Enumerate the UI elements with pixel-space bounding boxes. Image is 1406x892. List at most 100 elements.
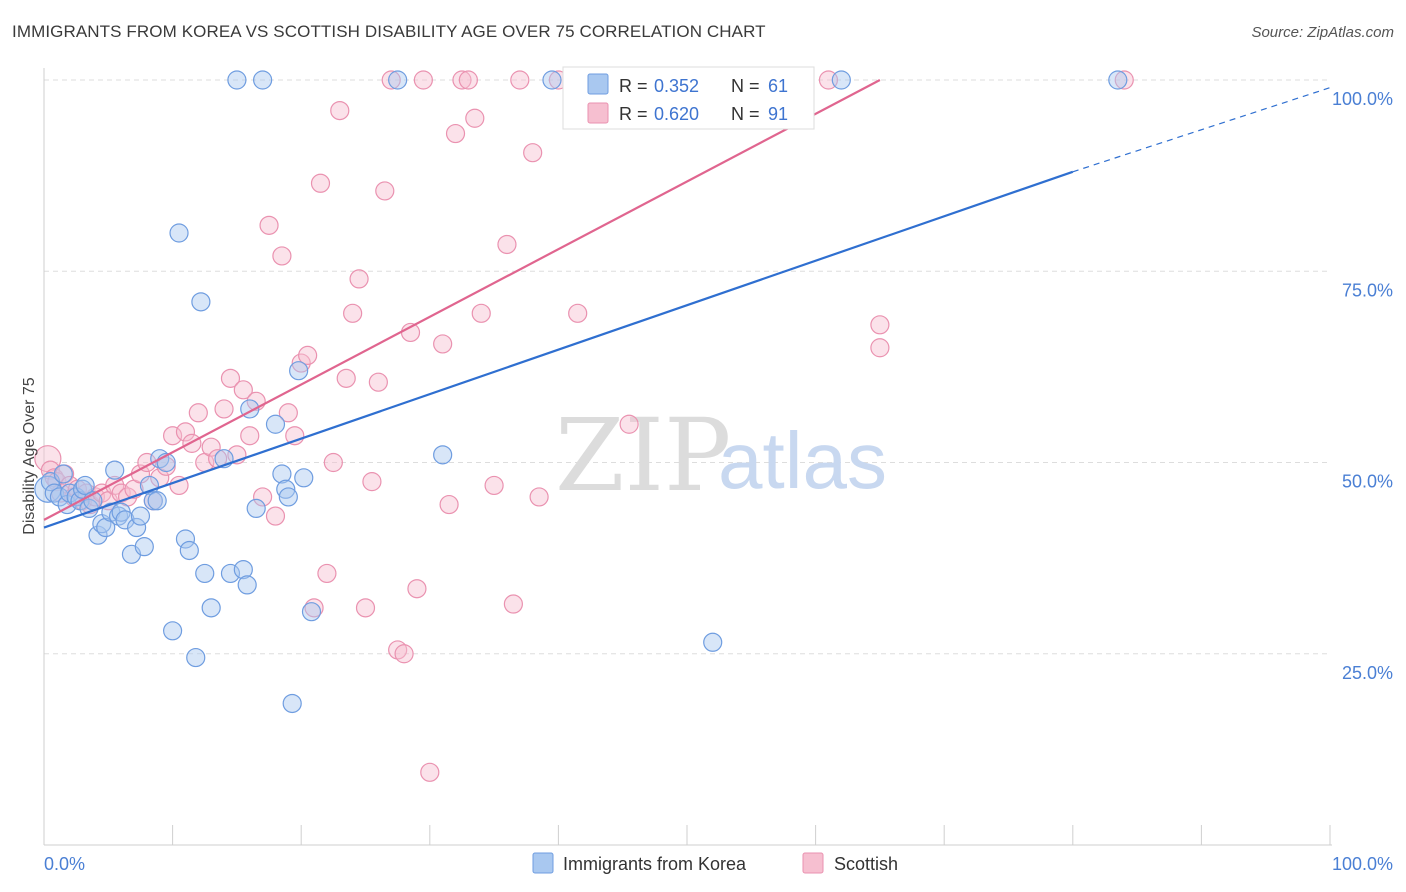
korea-point-36 — [195, 563, 215, 584]
trend-lines — [43, 79, 1331, 529]
korea-point-59 — [831, 70, 851, 90]
korea-point-2 — [44, 483, 64, 503]
legend-swatch-scottish — [802, 852, 824, 874]
x-tick-label-min: 0.0% — [44, 854, 85, 874]
legend-label-scottish: Scottish — [834, 854, 898, 874]
x-tick-marks — [43, 825, 1331, 845]
scottish-point-70 — [465, 108, 485, 128]
scottish-point-89 — [870, 338, 890, 358]
scottish-point-47 — [310, 173, 331, 193]
scottish-point-71 — [471, 303, 491, 323]
stats-r-label-blue: R = — [619, 76, 648, 96]
korea-point-45 — [253, 70, 273, 90]
scottish-point-30 — [201, 437, 221, 457]
korea-point-48 — [276, 479, 296, 499]
stats-swatch-pink — [587, 102, 609, 124]
korea-point-34 — [186, 647, 206, 668]
scottish-point-79 — [568, 303, 588, 323]
korea-point-55 — [433, 445, 453, 465]
korea-point-44 — [246, 498, 266, 518]
y-tick-label-50: 50.0% — [1342, 472, 1393, 492]
korea-point-32 — [175, 529, 196, 549]
watermark-atlas: atlas — [718, 416, 887, 505]
korea-point-47 — [272, 464, 292, 484]
stats-swatch-blue — [587, 73, 609, 95]
scottish-point-62 — [407, 579, 427, 599]
korea-point-15 — [96, 517, 116, 538]
watermark-zip: ZIP — [555, 397, 731, 514]
korea-point-20 — [115, 510, 135, 530]
scottish-point-33 — [220, 368, 241, 388]
korea-point-33 — [179, 540, 199, 561]
scottish-point-44 — [291, 353, 311, 373]
y-tick-label-75: 75.0% — [1342, 280, 1393, 300]
scottish-point-53 — [349, 269, 369, 289]
korea-point-52 — [294, 468, 314, 488]
series-legend: Immigrants from Korea Scottish — [532, 852, 898, 874]
stats-n-value-pink: 91 — [768, 104, 788, 124]
scottish-trend-line — [43, 79, 881, 521]
scottish-point-57 — [375, 181, 395, 201]
scottish-point-25 — [169, 475, 189, 496]
scottish-point-50 — [330, 100, 350, 121]
korea-point-60 — [1108, 70, 1128, 90]
korea-point-37 — [201, 598, 221, 618]
scottish-point-28 — [188, 403, 208, 423]
scottish-point-68 — [452, 70, 472, 90]
scottish-point-90 — [1114, 70, 1134, 90]
scottish-point-66 — [439, 494, 459, 515]
scottish-point-49 — [323, 452, 343, 473]
scottish-point-64 — [420, 762, 440, 782]
scottish-point-35 — [233, 380, 253, 400]
scottish-point-40 — [265, 506, 286, 526]
legend-label-korea: Immigrants from Korea — [563, 854, 747, 874]
korea-point-23 — [130, 506, 151, 526]
stats-legend: R = 0.352 N = 61 R = 0.620 N = 91 — [562, 66, 815, 130]
korea-point-3 — [49, 487, 70, 507]
korea-point-13 — [88, 525, 108, 545]
scottish-point-73 — [497, 234, 517, 255]
scottish-point-63 — [413, 70, 433, 90]
stats-r-label-pink: R = — [619, 104, 648, 124]
korea-point-39 — [220, 563, 241, 584]
scottish-point-77 — [529, 487, 549, 507]
stats-n-value-blue: 61 — [768, 76, 788, 96]
korea-point-31 — [169, 223, 189, 243]
y-tick-label-25: 25.0% — [1342, 663, 1393, 683]
scottish-point-36 — [240, 426, 260, 446]
axes — [43, 68, 1332, 846]
scottish-point-74 — [503, 594, 523, 614]
korea-point-4 — [53, 464, 73, 484]
scottish-point-65 — [433, 334, 453, 354]
y-tick-labels: 25.0% 50.0% 75.0% 100.0% — [1332, 89, 1393, 683]
chart-title: IMMIGRANTS FROM KOREA VS SCOTTISH DISABI… — [12, 22, 766, 41]
series-korea-points — [34, 70, 1128, 714]
scottish-point-38 — [253, 487, 273, 507]
y-tick-label-100: 100.0% — [1332, 89, 1393, 109]
scottish-point-76 — [523, 143, 543, 163]
scottish-point-45 — [298, 345, 318, 365]
watermark: ZIP atlas — [555, 397, 887, 514]
korea-point-10 — [75, 475, 95, 496]
korea-point-49 — [278, 487, 298, 507]
korea-point-58 — [703, 632, 723, 652]
korea-point-27 — [147, 491, 167, 511]
korea-point-41 — [233, 559, 253, 580]
korea-point-35 — [191, 292, 211, 312]
scottish-point-39 — [259, 215, 279, 235]
scottish-point-24 — [163, 426, 183, 446]
korea-point-56 — [542, 70, 562, 90]
korea-point-24 — [134, 537, 154, 557]
scottish-point-81 — [619, 414, 639, 434]
stats-n-label-pink: N = — [731, 104, 760, 124]
scottish-point-32 — [214, 399, 234, 419]
korea-point-51 — [289, 361, 309, 381]
scottish-point-52 — [343, 303, 363, 323]
korea-trend-extension — [1072, 87, 1331, 173]
korea-point-46 — [265, 414, 286, 434]
korea-point-30 — [163, 621, 183, 641]
scottish-point-42 — [278, 403, 298, 423]
scottish-point-58 — [381, 70, 401, 90]
stats-r-value-pink: 0.620 — [654, 104, 699, 124]
